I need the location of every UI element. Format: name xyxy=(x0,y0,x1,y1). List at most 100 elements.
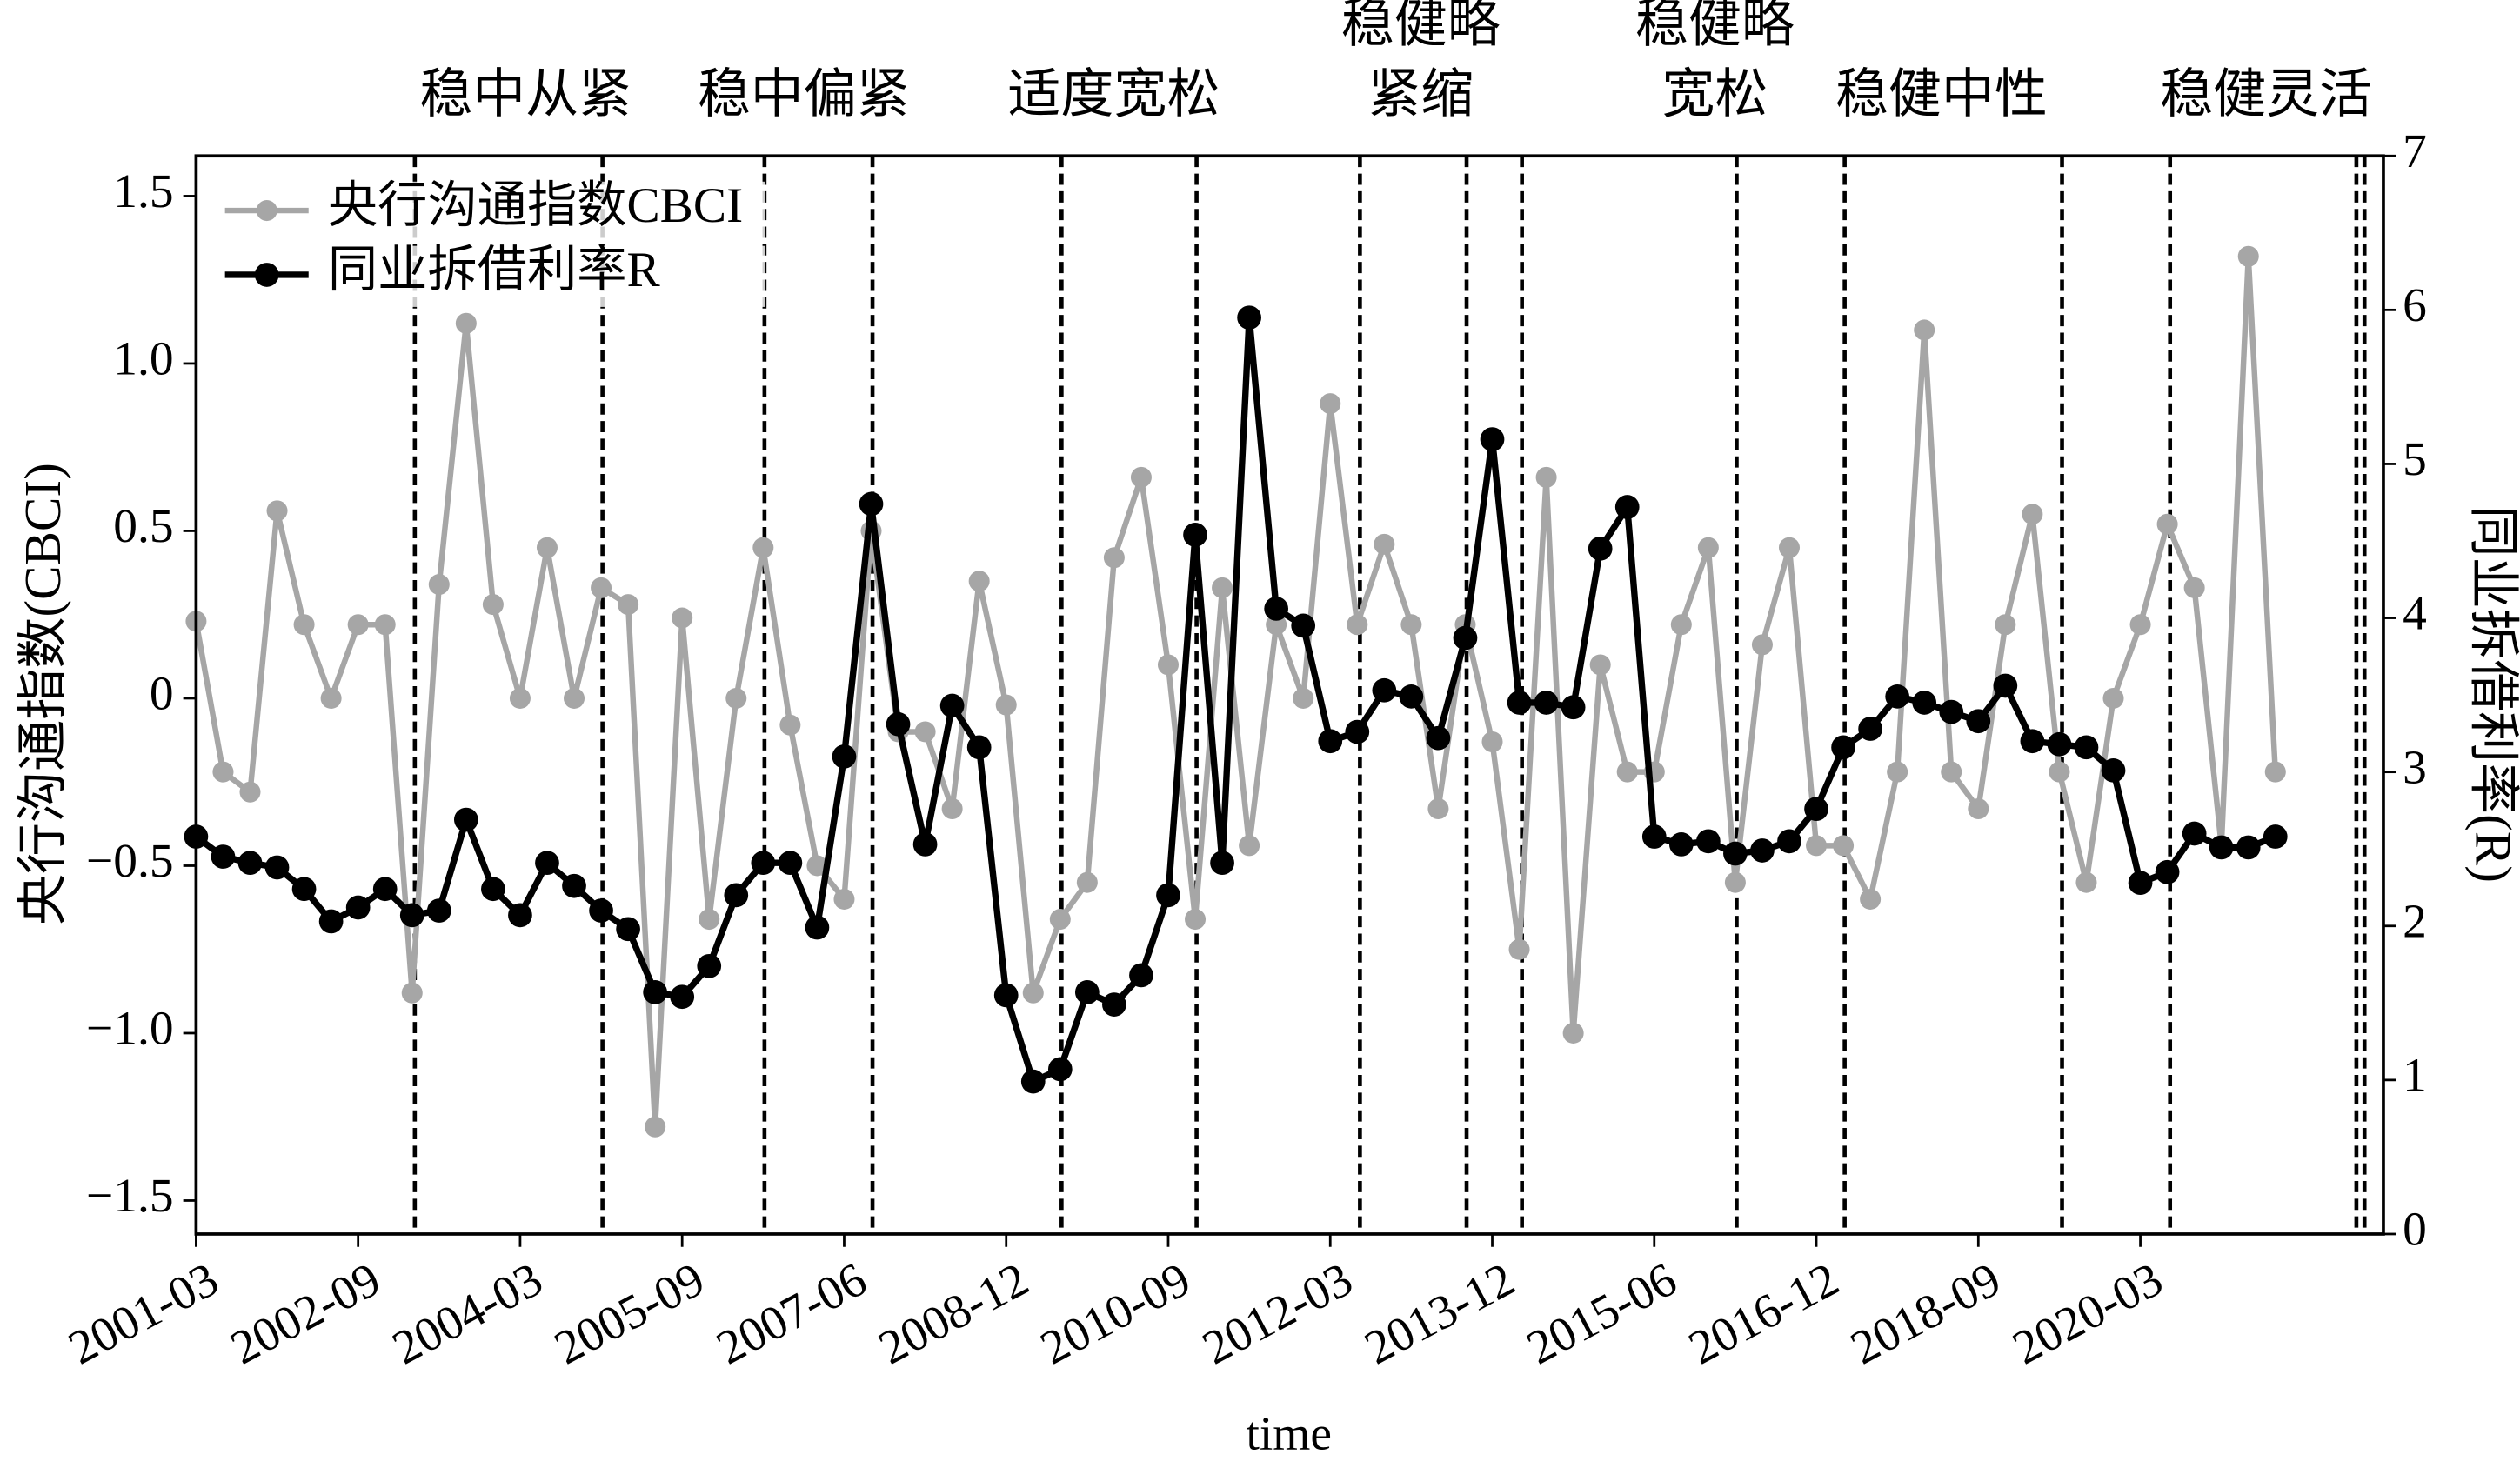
series xyxy=(185,245,2286,1138)
data-point xyxy=(832,744,857,769)
data-point xyxy=(1212,577,1233,598)
data-point xyxy=(1912,691,1937,715)
data-point xyxy=(1887,761,1908,783)
data-point xyxy=(751,851,776,876)
data-point xyxy=(1858,717,1882,741)
data-point xyxy=(1264,597,1289,621)
data-point xyxy=(941,797,963,820)
data-point xyxy=(564,687,585,709)
y-tick-label: 1.0 xyxy=(113,332,173,385)
data-point xyxy=(1347,614,1368,636)
data-point xyxy=(1562,1022,1584,1044)
data-point xyxy=(833,888,855,910)
data-point xyxy=(1022,982,1044,1004)
data-point xyxy=(968,571,990,592)
data-point xyxy=(1750,838,1775,863)
data-point xyxy=(426,898,451,923)
x-tick-label: 2020-03 xyxy=(2004,1252,2171,1375)
data-point xyxy=(291,877,317,902)
data-point xyxy=(1399,684,1424,709)
data-point xyxy=(1724,871,1746,893)
x-tick-label: 2016-12 xyxy=(1680,1252,1847,1375)
data-point xyxy=(912,832,938,857)
y2-tick-label: 4 xyxy=(2403,586,2427,639)
period-label: 稳健略 xyxy=(1341,0,1501,53)
series-line xyxy=(193,253,2279,1130)
data-point xyxy=(1074,980,1100,1004)
data-point xyxy=(372,877,398,902)
data-point xyxy=(2155,859,2180,884)
data-point xyxy=(293,614,315,636)
x-tick-label: 2002-09 xyxy=(222,1252,389,1375)
data-point xyxy=(1453,625,1478,651)
data-point xyxy=(2236,835,2261,860)
data-point xyxy=(1966,709,1991,734)
data-point xyxy=(645,1116,666,1138)
y2-tick-label: 0 xyxy=(2403,1203,2427,1256)
data-point xyxy=(2022,504,2043,525)
x-tick-label: 2018-09 xyxy=(1842,1252,2009,1375)
data-point xyxy=(1778,537,1801,558)
x-axis-label: time xyxy=(1247,1407,1332,1460)
data-point xyxy=(1130,466,1152,488)
data-point xyxy=(670,984,695,1010)
data-point xyxy=(2101,758,2126,783)
data-point xyxy=(1777,829,1801,854)
data-point xyxy=(1993,673,2018,698)
data-point xyxy=(1697,537,1719,558)
data-point xyxy=(1860,888,1882,910)
x-tick-label: 2005-09 xyxy=(546,1252,713,1375)
legend-marker xyxy=(254,263,279,287)
data-point xyxy=(2237,245,2259,267)
data-point xyxy=(1291,613,1316,638)
data-point xyxy=(1833,835,1855,857)
data-point xyxy=(1723,841,1748,866)
data-point xyxy=(1345,719,1370,744)
data-point xyxy=(1614,495,1640,519)
data-point xyxy=(724,883,749,908)
data-point xyxy=(618,594,639,616)
data-point xyxy=(1995,614,2016,636)
data-point xyxy=(805,915,830,940)
period-label: 稳健中性 xyxy=(1835,66,2048,124)
data-point xyxy=(1426,725,1451,751)
data-point xyxy=(859,491,884,517)
data-point xyxy=(1751,634,1773,656)
data-point xyxy=(1939,699,1964,724)
data-point xyxy=(237,851,263,876)
data-point xyxy=(212,761,234,783)
data-point xyxy=(1480,427,1505,451)
y-tick-label: −1.0 xyxy=(86,1002,174,1055)
data-point xyxy=(616,917,640,942)
period-label: 宽松 xyxy=(1661,66,1768,124)
data-point xyxy=(2049,761,2070,783)
data-point xyxy=(1237,305,1261,330)
data-point xyxy=(1020,1069,1046,1094)
data-point xyxy=(1641,824,1667,849)
data-point xyxy=(1535,466,1557,488)
data-point xyxy=(453,807,478,832)
data-point xyxy=(1616,761,1638,783)
data-point xyxy=(1185,909,1207,931)
data-point xyxy=(939,693,965,718)
data-point xyxy=(1804,797,1828,822)
y-tick-label: 0.5 xyxy=(113,499,173,552)
data-point xyxy=(2209,835,2234,860)
data-point xyxy=(1049,909,1071,931)
data-point xyxy=(1157,654,1179,676)
data-point xyxy=(1210,851,1234,876)
legend-label: 央行沟通指数CBCI xyxy=(328,178,743,233)
data-point xyxy=(779,714,801,736)
data-point xyxy=(481,877,505,902)
x-tick-label: 2008-12 xyxy=(870,1252,1037,1375)
data-point xyxy=(536,537,558,558)
data-point xyxy=(778,851,803,876)
data-point xyxy=(345,895,371,920)
data-point xyxy=(211,844,236,869)
data-point xyxy=(1372,677,1397,703)
data-point xyxy=(2156,513,2178,535)
data-point xyxy=(401,982,423,1004)
legend-label: 同业拆借利率R xyxy=(328,243,661,297)
data-point xyxy=(2264,761,2286,783)
data-point xyxy=(374,614,396,636)
